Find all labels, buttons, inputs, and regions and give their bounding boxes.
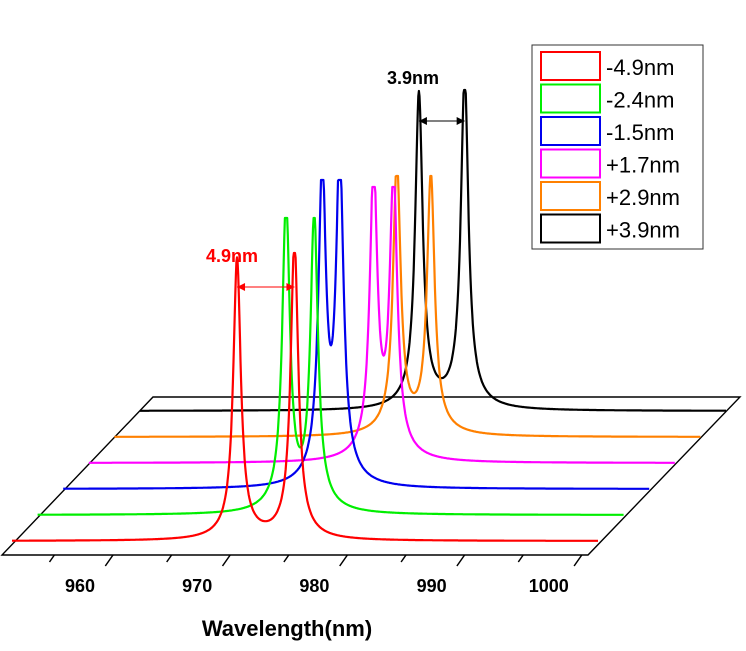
series-line-0 <box>11 251 599 542</box>
series-line-1 <box>37 216 625 516</box>
annotation-label-3-9nm: 3.9nm <box>387 68 439 88</box>
legend-swatch <box>540 148 601 179</box>
major-tick <box>573 554 583 567</box>
x-axis-ticks <box>48 554 583 567</box>
floor-outline <box>0 396 742 556</box>
legend-swatch <box>540 83 601 114</box>
legend-item-4: +2.9nm <box>540 181 680 211</box>
legend-item-5: +3.9nm <box>540 213 680 244</box>
legend-label: -2.4nm <box>606 88 674 113</box>
legend-label: +3.9nm <box>606 218 680 243</box>
series-line-2 <box>62 178 650 490</box>
minor-tick <box>517 554 524 563</box>
legend-item-2: -1.5nm <box>540 116 674 146</box>
x-axis-tick-labels: 960 970 980 990 1000 <box>65 576 569 596</box>
tick-label-970: 970 <box>182 576 212 596</box>
tick-label-990: 990 <box>417 576 447 596</box>
arrowhead-right <box>456 117 465 125</box>
legend-label: -1.5nm <box>606 120 674 145</box>
tick-label-960: 960 <box>65 576 95 596</box>
legend-item-1: -2.4nm <box>540 83 674 114</box>
arrowhead-left <box>237 283 246 291</box>
annotations: 4.9nm 3.9nm <box>206 68 465 291</box>
legend-label: +2.9nm <box>606 185 680 210</box>
arrowhead-left <box>418 117 427 125</box>
legend-swatch <box>540 181 601 211</box>
legend: -4.9nm -2.4nm -1.5nm +1.7nm +2.9nm +3.9nm <box>531 44 704 250</box>
legend-label: +1.7nm <box>606 153 680 178</box>
legend-item-0: -4.9nm <box>540 51 674 81</box>
series-line-3 <box>88 185 676 464</box>
minor-tick <box>166 554 173 563</box>
major-tick <box>104 554 114 567</box>
major-tick <box>456 554 466 567</box>
series-line-5 <box>139 88 727 412</box>
series-traces <box>11 88 727 542</box>
tick-label-980: 980 <box>299 576 329 596</box>
legend-item-3: +1.7nm <box>540 148 680 179</box>
tick-label-1000: 1000 <box>529 576 569 596</box>
major-tick <box>339 554 349 567</box>
legend-label: -4.9nm <box>606 55 674 80</box>
legend-swatch <box>540 213 601 244</box>
legend-swatch <box>540 116 601 146</box>
arrowhead-right <box>286 283 295 291</box>
legend-swatch <box>540 51 601 81</box>
major-tick <box>221 554 231 567</box>
minor-tick <box>400 554 407 563</box>
minor-tick <box>283 554 290 563</box>
annotation-label-4-9nm: 4.9nm <box>206 246 258 266</box>
chart-floor <box>0 396 742 556</box>
series-line-4 <box>113 174 701 438</box>
minor-tick <box>48 554 56 563</box>
x-axis-title: Wavelength(nm) <box>202 616 372 641</box>
